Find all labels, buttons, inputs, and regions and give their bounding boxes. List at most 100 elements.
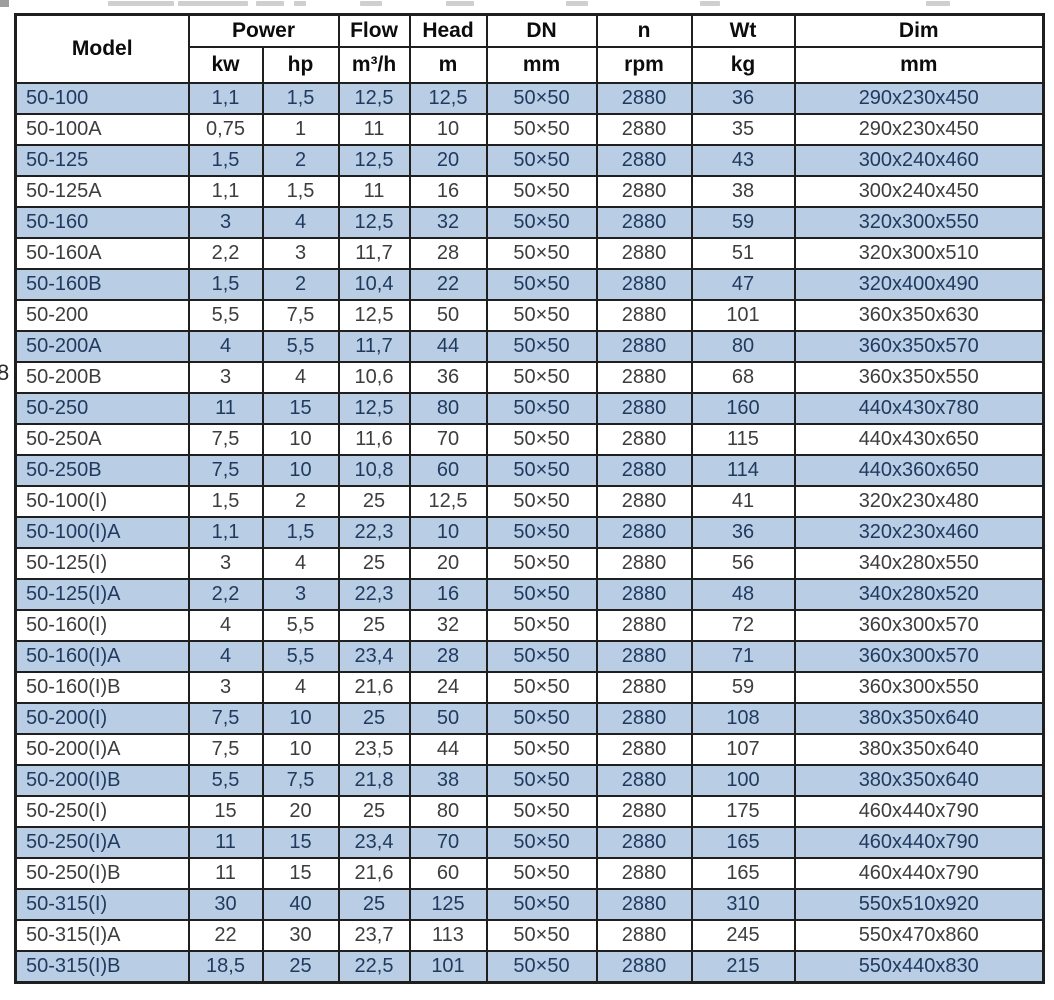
- model-cell: 50-100(I): [14, 485, 190, 518]
- dn-cell: 50×50: [485, 671, 598, 704]
- model-cell: 50-160: [14, 206, 190, 239]
- rpm-cell: 2880: [595, 888, 693, 921]
- dim-cell: 340x280x550: [793, 547, 1045, 580]
- dim-cell: 360x350x550: [793, 361, 1045, 394]
- crop-artifact: [700, 1, 720, 6]
- dim-cell: 300x240x450: [793, 175, 1045, 208]
- header-n: n: [595, 13, 693, 48]
- model-cell: 50-200(I): [14, 702, 190, 735]
- rpm-cell: 2880: [595, 671, 693, 704]
- head-cell: 113: [408, 919, 488, 952]
- weight-cell: 114: [690, 454, 796, 487]
- head-cell: 28: [408, 237, 488, 270]
- head-cell: 36: [408, 361, 488, 394]
- dim-cell: 360x350x630: [793, 299, 1045, 332]
- weight-cell: 68: [690, 361, 796, 394]
- flow-cell: 10,8: [337, 454, 411, 487]
- flow-cell: 23,5: [337, 733, 411, 766]
- table-row: 50-315(I)B 18,5 25 22,5 101 50×50 2880 2…: [14, 950, 1045, 983]
- head-cell: 10: [408, 113, 488, 146]
- power-kw-cell: 11: [187, 392, 264, 425]
- power-hp-cell: 2: [261, 485, 340, 518]
- flow-cell: 22,5: [337, 950, 411, 983]
- flow-cell: 23,4: [337, 826, 411, 859]
- rpm-cell: 2880: [595, 578, 693, 611]
- dn-cell: 50×50: [485, 888, 598, 921]
- table-row: 50-100(I)A 1,1 1,5 22,3 10 50×50 2880 36…: [14, 516, 1045, 549]
- rpm-cell: 2880: [595, 857, 693, 890]
- crop-artifact: [294, 1, 306, 6]
- head-cell: 28: [408, 640, 488, 673]
- flow-cell: 11,6: [337, 423, 411, 456]
- power-hp-cell: 4: [261, 547, 340, 580]
- power-hp-cell: 3: [261, 578, 340, 611]
- page-margin-note: 8: [0, 360, 10, 385]
- table-row: 50-250(I) 15 20 25 80 50×50 2880 175 460…: [14, 795, 1045, 828]
- model-cell: 50-250B: [14, 454, 190, 487]
- rpm-cell: 2880: [595, 330, 693, 363]
- table-row: 50-160B 1,5 2 10,4 22 50×50 2880 47 320x…: [14, 268, 1045, 301]
- table-row: 50-315(I)A 22 30 23,7 113 50×50 2880 245…: [14, 919, 1045, 952]
- model-cell: 50-160B: [14, 268, 190, 301]
- header-wt: Wt: [690, 13, 796, 48]
- rpm-cell: 2880: [595, 702, 693, 735]
- weight-cell: 47: [690, 268, 796, 301]
- model-cell: 50-125A: [14, 175, 190, 208]
- table-row: 50-250(I)A 11 15 23,4 70 50×50 2880 165 …: [14, 826, 1045, 859]
- table-row: 50-200(I) 7,5 10 25 50 50×50 2880 108 38…: [14, 702, 1045, 735]
- dn-cell: 50×50: [485, 237, 598, 270]
- weight-cell: 215: [690, 950, 796, 983]
- unit-dim: mm: [793, 46, 1045, 84]
- table-row: 50-200A 4 5,5 11,7 44 50×50 2880 80 360x…: [14, 330, 1045, 363]
- weight-cell: 175: [690, 795, 796, 828]
- dim-cell: 360x300x570: [793, 609, 1045, 642]
- power-kw-cell: 1,1: [187, 82, 264, 115]
- table-body: 50-100 1,1 1,5 12,5 12,5 50×50 2880 36 2…: [14, 82, 1045, 983]
- table-row: 50-200B 3 4 10,6 36 50×50 2880 68 360x35…: [14, 361, 1045, 394]
- head-cell: 20: [408, 547, 488, 580]
- dim-cell: 460x440x790: [793, 826, 1045, 859]
- head-cell: 50: [408, 299, 488, 332]
- model-cell: 50-100A: [14, 113, 190, 146]
- power-kw-cell: 1,1: [187, 516, 264, 549]
- power-kw-cell: 1,5: [187, 485, 264, 518]
- dn-cell: 50×50: [485, 609, 598, 642]
- model-cell: 50-250(I): [14, 795, 190, 828]
- power-hp-cell: 20: [261, 795, 340, 828]
- power-kw-cell: 2,2: [187, 237, 264, 270]
- crop-artifact: [926, 1, 950, 6]
- dim-cell: 320x230x460: [793, 516, 1045, 549]
- table-header: Model Power Flow Head DN n Wt Dim kw hp …: [14, 13, 1045, 84]
- rpm-cell: 2880: [595, 733, 693, 766]
- table-row: 50-125 1,5 2 12,5 20 50×50 2880 43 300x2…: [14, 144, 1045, 177]
- dim-cell: 320x300x550: [793, 206, 1045, 239]
- rpm-cell: 2880: [595, 950, 693, 983]
- rpm-cell: 2880: [595, 361, 693, 394]
- flow-cell: 25: [337, 485, 411, 518]
- head-cell: 44: [408, 733, 488, 766]
- power-hp-cell: 1,5: [261, 82, 340, 115]
- model-cell: 50-200A: [14, 330, 190, 363]
- power-hp-cell: 25: [261, 950, 340, 983]
- weight-cell: 71: [690, 640, 796, 673]
- weight-cell: 36: [690, 82, 796, 115]
- weight-cell: 59: [690, 671, 796, 704]
- head-cell: 32: [408, 609, 488, 642]
- flow-cell: 11,7: [337, 237, 411, 270]
- flow-cell: 22,3: [337, 578, 411, 611]
- dn-cell: 50×50: [485, 950, 598, 983]
- power-hp-cell: 5,5: [261, 609, 340, 642]
- power-kw-cell: 4: [187, 609, 264, 642]
- flow-cell: 21,8: [337, 764, 411, 797]
- power-hp-cell: 2: [261, 144, 340, 177]
- dim-cell: 380x350x640: [793, 764, 1045, 797]
- flow-cell: 25: [337, 547, 411, 580]
- dim-cell: 440x430x650: [793, 423, 1045, 456]
- head-cell: 16: [408, 175, 488, 208]
- head-cell: 101: [408, 950, 488, 983]
- unit-dn: mm: [485, 46, 598, 84]
- model-cell: 50-160A: [14, 237, 190, 270]
- dn-cell: 50×50: [485, 299, 598, 332]
- model-cell: 50-250(I)B: [14, 857, 190, 890]
